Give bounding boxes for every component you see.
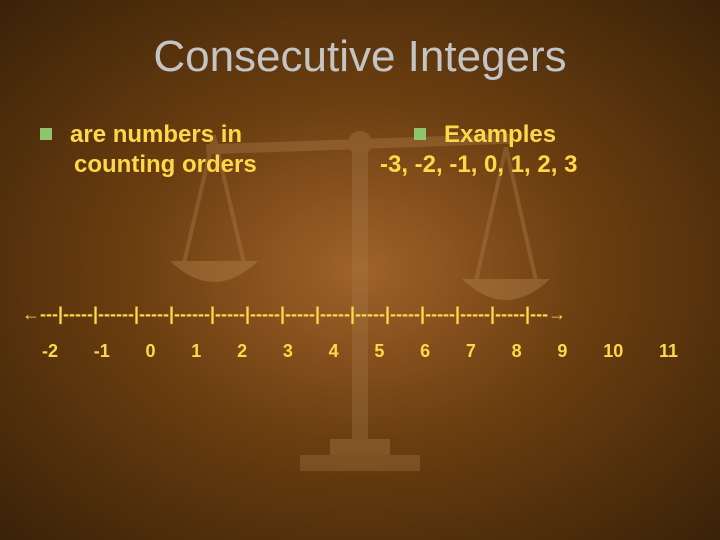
slide: Consecutive Integers are numbers in coun… xyxy=(0,0,720,540)
left-line1: are numbers in xyxy=(70,121,242,148)
numline-label: 1 xyxy=(191,341,201,362)
numline-label: 11 xyxy=(659,341,678,362)
left-column: are numbers in counting orders xyxy=(40,120,340,180)
numline-label: 4 xyxy=(329,341,339,362)
numline-label: 7 xyxy=(466,341,476,362)
slide-title: Consecutive Integers xyxy=(0,32,720,82)
square-bullet-icon xyxy=(414,128,426,140)
number-line-segment: ←---|-----|------|-----|------|-----|---… xyxy=(22,304,698,325)
number-line: ←---|-----|------|-----|------|-----|---… xyxy=(22,304,698,362)
right-column: Examples -3, -2, -1, 0, 1, 2, 3 xyxy=(380,120,680,180)
numline-label: 0 xyxy=(146,341,156,362)
number-line-labels: -2 -1 0 1 2 3 4 5 6 7 8 9 10 11 xyxy=(22,341,698,362)
numline-label: 2 xyxy=(237,341,247,362)
numline-label: 9 xyxy=(557,341,567,362)
numline-label: -2 xyxy=(42,341,58,362)
right-line2: -3, -2, -1, 0, 1, 2, 3 xyxy=(380,150,680,180)
numline-label: 8 xyxy=(512,341,522,362)
numline-label: 3 xyxy=(283,341,293,362)
numline-label: 10 xyxy=(603,341,623,362)
left-line2: counting orders xyxy=(74,150,340,180)
square-bullet-icon xyxy=(40,128,52,140)
content-row: are numbers in counting orders Examples … xyxy=(40,120,680,180)
numline-label: 5 xyxy=(374,341,384,362)
right-line1: Examples xyxy=(444,121,556,148)
numline-label: -1 xyxy=(94,341,110,362)
numline-label: 6 xyxy=(420,341,430,362)
